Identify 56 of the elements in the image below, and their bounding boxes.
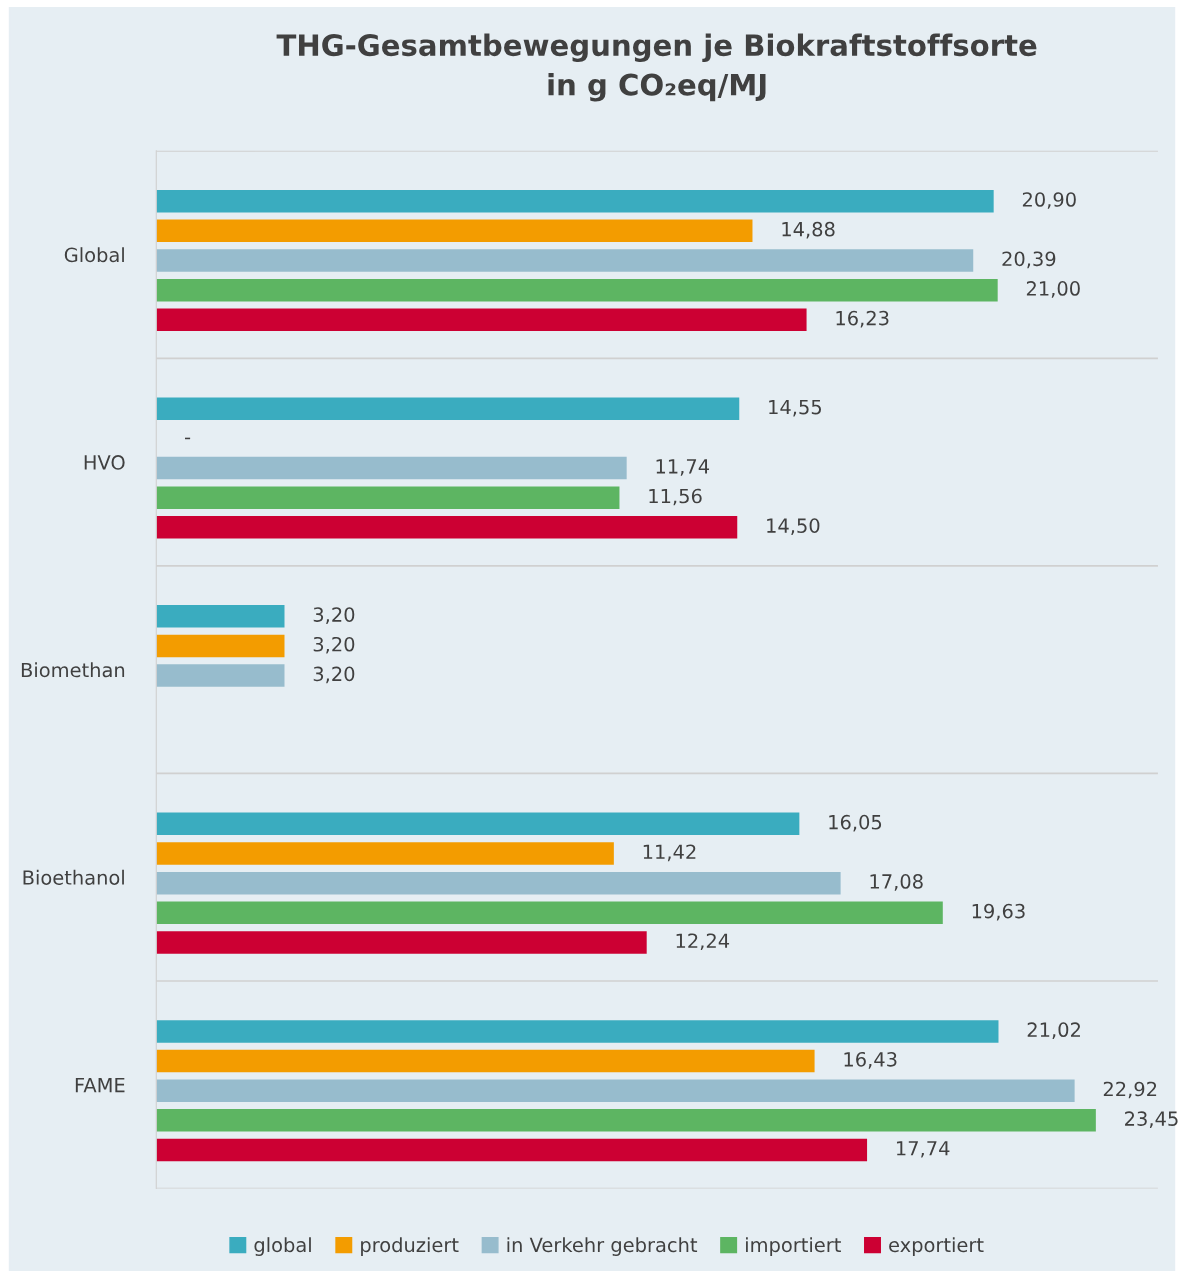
data-label: 20,39 (1002, 251, 1056, 269)
legend-label: global (254, 1237, 311, 1256)
y-tick-label: FAME (75, 1077, 125, 1093)
bar (156, 397, 740, 421)
data-label: 12,24 (676, 933, 730, 951)
bar (156, 219, 753, 243)
bar (156, 1138, 868, 1162)
data-label: 11,42 (643, 844, 696, 862)
bar (156, 901, 943, 925)
data-label: 21,02 (1027, 1022, 1080, 1040)
bar (156, 516, 738, 539)
data-label: 3,20 (313, 666, 355, 684)
data-label: 16,05 (829, 814, 882, 832)
bar (156, 812, 800, 836)
bar (156, 634, 285, 658)
bar (156, 605, 285, 628)
legend-label: in Verkehr gebracht (507, 1237, 698, 1256)
bar (156, 664, 285, 687)
y-tick-label: HVO (84, 455, 125, 470)
legend-label: exportiert (889, 1237, 984, 1256)
text: - (185, 437, 191, 440)
data-label: 16,43 (844, 1051, 897, 1069)
bar (156, 1020, 999, 1043)
bar (156, 249, 974, 272)
data-label: 21,00 (1026, 281, 1080, 298)
data-label: 11,74 (656, 459, 710, 476)
legend-label: importiert (746, 1237, 841, 1256)
bar (156, 1109, 1096, 1132)
data-label: 17,08 (870, 874, 923, 891)
data-label: 11,56 (649, 488, 702, 506)
bar (156, 308, 807, 332)
data-label: 3,20 (313, 636, 355, 654)
bar (156, 456, 627, 480)
bar (156, 486, 620, 509)
bar (156, 1079, 1075, 1102)
data-label: 16,23 (836, 310, 889, 328)
data-label: 14,55 (769, 399, 821, 417)
data-label: 14,88 (782, 221, 835, 239)
chart-title: THG-Gesamtbewegungen je Biokraftstoffsorte in g CO₂eq/MJ (276, 33, 1037, 102)
data-label: 23,45 (1125, 1111, 1178, 1128)
data-label: 22,92 (1103, 1081, 1157, 1099)
data-label: 14,50 (767, 518, 820, 535)
data-label: 20,90 (1022, 192, 1076, 209)
bar (156, 278, 998, 302)
legend-label: produziert (361, 1237, 459, 1256)
bar (156, 842, 614, 865)
y-tick-label: Biomethan (21, 662, 125, 678)
bar (156, 1049, 815, 1073)
data-label: 3,20 (313, 607, 355, 624)
bar (156, 871, 841, 895)
bar (156, 931, 647, 954)
bar (156, 189, 994, 213)
data-label: 19,63 (972, 903, 1025, 921)
y-tick-label: Global (64, 247, 124, 263)
data-label: 17,74 (896, 1141, 950, 1158)
y-tick-label: Bioethanol (23, 869, 124, 885)
